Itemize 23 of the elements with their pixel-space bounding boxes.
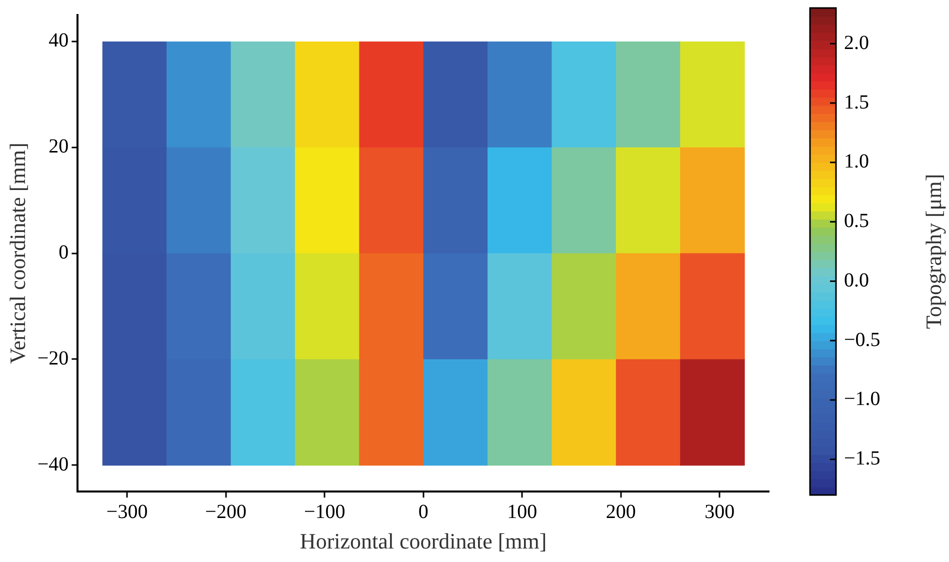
x-tick-label: −100 [304,500,346,523]
x-tick-label: 200 [606,500,636,523]
x-tick-label: 100 [507,500,538,523]
color-bar-label: 1.5 [844,91,869,114]
color-bar-label: −1.0 [844,388,880,410]
x-tick-label: −300 [106,500,148,523]
x-tick-label: 0 [418,500,428,523]
x-tick-label: −200 [205,500,246,523]
y-tick-label: 40 [48,30,69,52]
color-bar-label: 1.0 [844,150,869,173]
y-tick-label: −20 [37,347,69,370]
color-bar-title: Topography [μm] [920,174,946,330]
color-bar-label: −0.5 [844,328,880,351]
y-tick-label: −40 [37,453,69,476]
y-tick-label: 20 [48,136,69,158]
x-axis-title: Horizontal coordinate [mm] [300,528,547,554]
y-axis-title: Vertical coordinate [mm] [4,142,30,364]
x-tick-label: 300 [704,500,735,523]
y-tick-label: 0 [58,242,69,264]
color-bar-label: 0.0 [844,269,869,292]
color-bar-label: 0.5 [844,210,869,232]
color-bar-label: 2.0 [844,32,869,54]
color-bar-label: −1.5 [844,448,880,470]
